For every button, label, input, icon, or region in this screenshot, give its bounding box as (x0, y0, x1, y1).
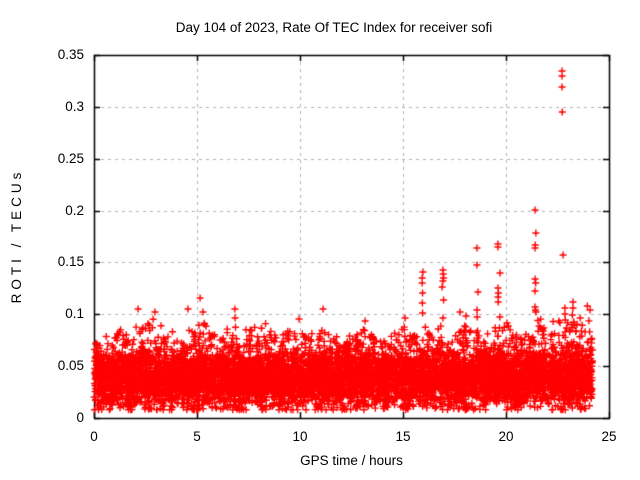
x-tick-label-10: 10 (292, 429, 308, 444)
y-tick-label-0.2: 0.2 (65, 202, 84, 218)
chart-title: Day 104 of 2023, Rate Of TEC Index for r… (175, 20, 493, 35)
x-tick-label-15: 15 (395, 429, 411, 444)
y-tick-label-0: 0 (76, 410, 84, 425)
x-tick-label-20: 20 (498, 429, 514, 444)
y-tick-label-0.05: 0.05 (57, 358, 84, 374)
x-axis-label: GPS time / hours (300, 453, 403, 468)
x-tick-label-25: 25 (601, 429, 617, 444)
x-tick-label-5: 5 (193, 429, 201, 444)
y-axis-label: ROTI / TECUs (9, 168, 24, 304)
y-tick-label-0.25: 0.25 (57, 150, 84, 166)
y-tick-label-0.35: 0.35 (57, 47, 84, 62)
x-tick-label-0: 0 (90, 429, 98, 444)
y-tick-label-0.15: 0.15 (57, 254, 84, 270)
y-tick-label-0.1: 0.1 (65, 306, 84, 322)
y-tick-label-0.3: 0.3 (65, 98, 84, 114)
